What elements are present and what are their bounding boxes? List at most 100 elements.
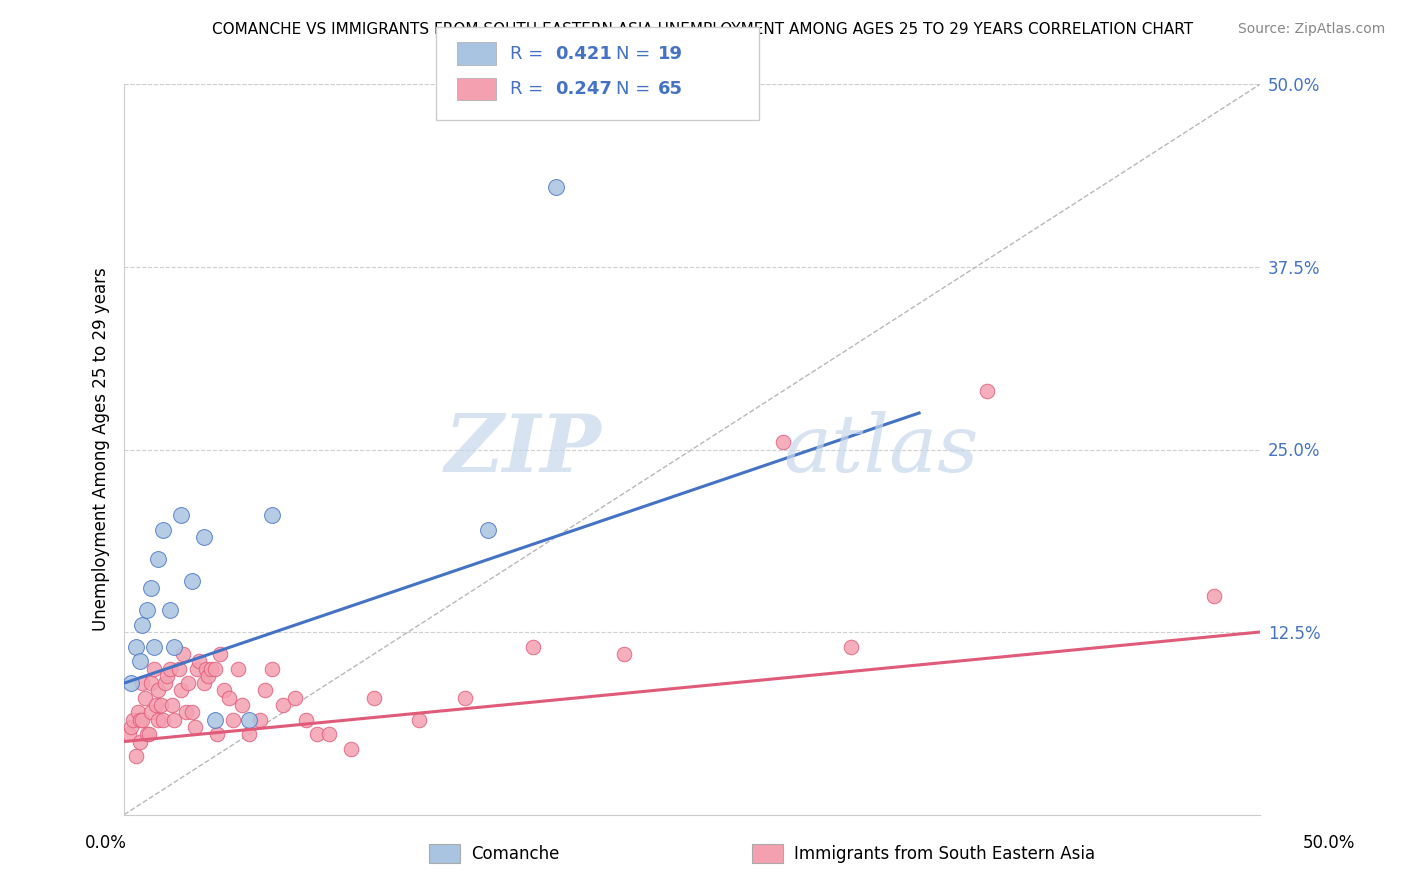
Point (160, 698, 183, 712)
Point (148, 683, 170, 698)
Point (340, 742, 363, 756)
Point (283, 690, 305, 705)
Point (408, 713, 430, 727)
Text: 65: 65 (658, 80, 683, 98)
Text: R =: R = (510, 45, 550, 62)
Text: 0.0%: 0.0% (84, 834, 127, 852)
Point (170, 683, 193, 698)
Text: N =: N = (616, 80, 655, 98)
Point (136, 727, 159, 741)
Point (159, 661, 181, 675)
Point (253, 683, 276, 698)
Point (231, 698, 253, 712)
Point (136, 603, 159, 617)
Text: 19: 19 (658, 45, 683, 62)
Point (194, 661, 217, 675)
Point (260, 661, 283, 675)
Text: atlas: atlas (783, 410, 979, 488)
Point (226, 661, 249, 675)
Point (152, 713, 174, 727)
Point (204, 661, 226, 675)
Point (208, 647, 231, 661)
Point (363, 690, 385, 705)
Point (170, 508, 193, 523)
Point (122, 713, 145, 727)
Point (118, 727, 141, 741)
Y-axis label: Unemployment Among Ages 25 to 29 years: Unemployment Among Ages 25 to 29 years (93, 268, 110, 632)
Point (156, 669, 179, 683)
Point (544, 179, 567, 194)
Point (142, 640, 165, 654)
Point (120, 676, 142, 690)
Point (124, 749, 146, 764)
Point (976, 384, 998, 398)
Point (1204, 589, 1226, 603)
Point (212, 683, 235, 698)
Point (193, 676, 215, 690)
Point (238, 713, 260, 727)
Text: Immigrants from South Eastern Asia: Immigrants from South Eastern Asia (794, 845, 1095, 863)
Point (172, 647, 194, 661)
Point (183, 720, 205, 734)
Point (129, 734, 152, 748)
Point (477, 523, 499, 537)
Point (129, 713, 152, 727)
Point (613, 647, 636, 661)
Point (454, 690, 477, 705)
Point (193, 530, 215, 544)
Point (174, 706, 197, 720)
Point (163, 713, 186, 727)
Point (134, 690, 156, 705)
Point (188, 654, 211, 668)
Point (772, 435, 794, 450)
Point (127, 706, 149, 720)
Point (129, 654, 152, 668)
Point (163, 640, 186, 654)
Point (186, 661, 208, 675)
Point (131, 713, 153, 727)
Point (153, 676, 176, 690)
Point (207, 727, 229, 741)
Text: 50.0%: 50.0% (1302, 834, 1355, 852)
Point (839, 640, 862, 654)
Point (120, 720, 142, 734)
Text: Source: ZipAtlas.com: Source: ZipAtlas.com (1237, 22, 1385, 37)
Text: N =: N = (616, 45, 655, 62)
Point (307, 727, 329, 741)
Point (197, 669, 219, 683)
Text: ZIP: ZIP (444, 410, 602, 488)
Point (131, 676, 153, 690)
Point (141, 676, 163, 690)
Point (152, 523, 174, 537)
Point (522, 640, 544, 654)
Point (159, 603, 181, 617)
Point (138, 727, 160, 741)
Point (218, 690, 240, 705)
Point (131, 617, 153, 632)
Text: R =: R = (510, 80, 550, 98)
Text: COMANCHE VS IMMIGRANTS FROM SOUTH EASTERN ASIA UNEMPLOYMENT AMONG AGES 25 TO 29 : COMANCHE VS IMMIGRANTS FROM SOUTH EASTER… (212, 22, 1194, 37)
Point (271, 698, 294, 712)
Point (167, 661, 190, 675)
Point (318, 727, 340, 741)
Point (141, 706, 163, 720)
Point (177, 676, 200, 690)
Point (149, 698, 172, 712)
Point (238, 727, 260, 741)
Point (124, 640, 146, 654)
Text: Comanche: Comanche (471, 845, 560, 863)
Point (148, 552, 170, 566)
Point (141, 581, 163, 595)
Point (145, 698, 167, 712)
Point (200, 661, 222, 675)
Point (204, 713, 226, 727)
Point (142, 661, 165, 675)
Point (181, 706, 204, 720)
Point (148, 713, 170, 727)
Point (181, 574, 204, 588)
Point (222, 713, 245, 727)
Point (260, 508, 283, 523)
Text: 0.247: 0.247 (555, 80, 612, 98)
Text: 0.421: 0.421 (555, 45, 612, 62)
Point (249, 713, 271, 727)
